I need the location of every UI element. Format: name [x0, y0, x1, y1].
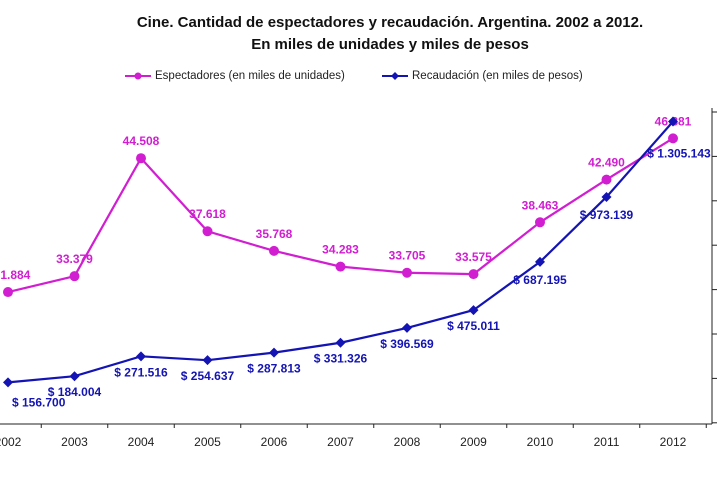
x-tick-label: 2008	[394, 435, 421, 449]
data-label-espectadores: 44.508	[123, 134, 160, 148]
data-label-recaudacion: $ 687.195	[513, 273, 567, 287]
legend-item-espectadores: Espectadores (en miles de unidades)	[125, 70, 345, 82]
data-label-recaudacion: $ 331.326	[314, 352, 368, 366]
data-point-recaudacion	[668, 116, 678, 127]
data-point-espectadores	[335, 261, 346, 272]
data-point-recaudacion	[535, 256, 545, 267]
data-label-recaudacion: $ 156.700	[12, 395, 66, 409]
x-tick-label: 2007	[327, 435, 354, 449]
data-label-espectadores: 35.768	[256, 227, 293, 241]
data-label-espectadores: 37.618	[189, 207, 226, 221]
data-label-espectadores: 42.490	[588, 156, 625, 170]
data-label-espectadores: 33.575	[455, 250, 492, 264]
x-tick-label: 2010	[527, 435, 554, 449]
data-label-recaudacion: $ 271.516	[114, 365, 168, 379]
data-point-recaudacion	[402, 322, 412, 333]
data-point-recaudacion	[202, 355, 213, 366]
data-point-espectadores	[668, 133, 678, 144]
data-label-recaudacion: $ 184.004	[48, 385, 102, 399]
data-point-espectadores	[136, 153, 146, 164]
x-tick-label: 2011	[594, 435, 620, 449]
data-point-recaudacion	[136, 351, 146, 362]
legend-label-espectadores: Espectadores (en miles de unidades)	[155, 70, 345, 82]
data-label-recaudacion: $ 973.139	[580, 208, 634, 222]
legend-label-recaudacion: Recaudación (en miles de pesos)	[412, 70, 583, 82]
data-label-espectadores: 38.463	[522, 198, 559, 212]
x-tick-label: 2002	[0, 435, 22, 449]
x-tick-label: 2005	[194, 435, 221, 449]
data-label-espectadores: 33.379	[56, 252, 93, 266]
data-label-espectadores: 34.283	[322, 243, 359, 257]
x-tick-label: 2004	[128, 435, 155, 449]
data-label-recaudacion: $ 254.637	[181, 369, 235, 383]
data-point-recaudacion	[269, 347, 279, 358]
chart-subtitle: En miles de unidades y miles de pesos	[251, 36, 529, 53]
data-point-espectadores	[202, 226, 213, 237]
data-point-espectadores	[3, 287, 13, 298]
data-point-espectadores	[269, 245, 279, 256]
data-point-espectadores	[402, 267, 412, 278]
data-point-recaudacion	[3, 377, 13, 388]
x-tick-label: 2003	[61, 435, 88, 449]
data-label-recaudacion: $ 475.011	[447, 319, 500, 333]
data-point-recaudacion	[69, 371, 80, 382]
legend-item-recaudacion: Recaudación (en miles de pesos)	[382, 70, 583, 82]
data-label-espectadores: 33.705	[389, 249, 426, 263]
data-point-recaudacion	[468, 305, 479, 316]
legend-marker-recaudacion	[382, 72, 408, 80]
x-tick-label: 2006	[261, 435, 288, 449]
chart-title: Cine. Cantidad de espectadores y recauda…	[136, 14, 644, 31]
data-point-espectadores	[535, 217, 545, 228]
data-point-recaudacion	[601, 191, 612, 202]
x-tick-label: 2012	[660, 435, 687, 449]
data-point-espectadores	[601, 174, 612, 185]
data-label-recaudacion: $ 396.569	[380, 337, 434, 351]
data-label-recaudacion: $ 1.305.143	[647, 147, 711, 161]
data-point-recaudacion	[335, 337, 346, 348]
data-label-recaudacion: $ 287.813	[247, 362, 301, 376]
legend-marker-espectadores	[125, 72, 151, 80]
x-tick-label: 2009	[460, 435, 487, 449]
data-point-espectadores	[69, 271, 80, 282]
data-point-espectadores	[468, 269, 479, 280]
data-label-espectadores: 31.884	[0, 268, 31, 282]
